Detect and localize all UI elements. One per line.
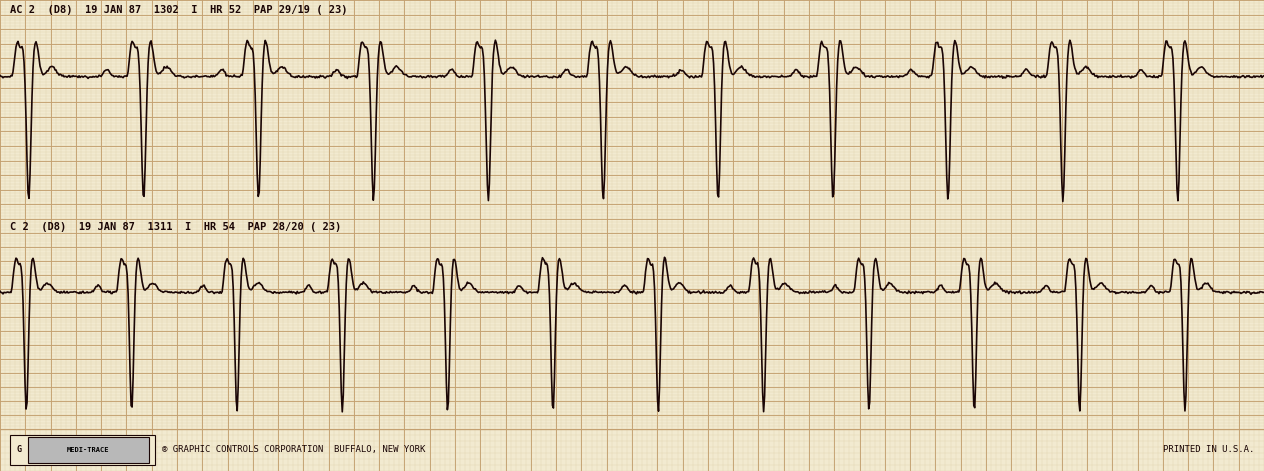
Text: G: G bbox=[16, 445, 21, 455]
Text: C 2  (D8)  19 JAN 87  1311  I  HR 54  PAP 28/20 ( 23): C 2 (D8) 19 JAN 87 1311 I HR 54 PAP 28/2… bbox=[10, 222, 341, 232]
Text: MEDI-TRACE: MEDI-TRACE bbox=[67, 447, 110, 453]
Bar bbox=[28, 437, 149, 463]
Text: ® GRAPHIC CONTROLS CORPORATION  BUFFALO, NEW YORK: ® GRAPHIC CONTROLS CORPORATION BUFFALO, … bbox=[162, 445, 425, 455]
Text: AC 2  (D8)  19 JAN 87  1302  I  HR 52  PAP 29/19 ( 23): AC 2 (D8) 19 JAN 87 1302 I HR 52 PAP 29/… bbox=[10, 6, 348, 16]
Text: PRINTED IN U.S.A.: PRINTED IN U.S.A. bbox=[1163, 445, 1254, 455]
Bar bbox=[10, 435, 155, 464]
